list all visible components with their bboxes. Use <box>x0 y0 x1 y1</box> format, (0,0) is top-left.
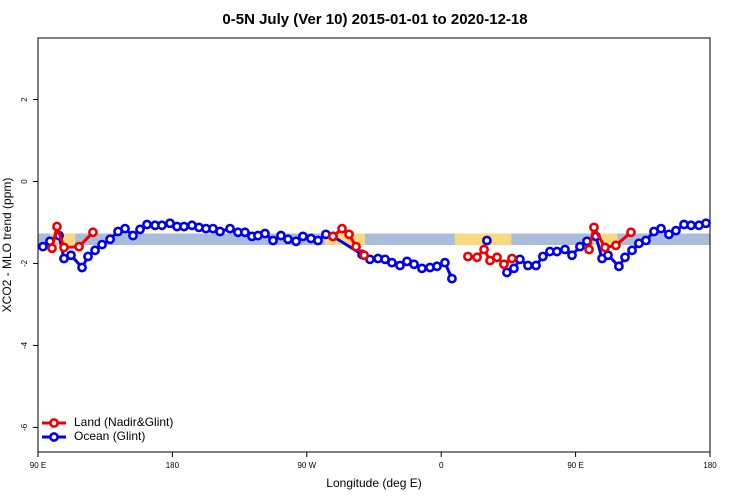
data-point <box>135 224 145 235</box>
data-point <box>499 259 509 270</box>
legend-label: Ocean (Glint) <box>74 429 145 443</box>
data-point <box>351 241 361 252</box>
data-point <box>514 254 525 265</box>
y-tick-label: 2 <box>20 97 29 102</box>
legend-marker <box>49 418 59 428</box>
x-tick-label: 180 <box>703 461 717 470</box>
legend-label: Land (Nadir&Glint) <box>74 415 173 429</box>
y-axis-label: XCO2 - MLO trend (ppm) <box>0 178 14 313</box>
data-point <box>409 259 419 270</box>
data-point <box>656 223 666 234</box>
data-point <box>38 241 48 252</box>
data-point <box>603 250 613 261</box>
data-point <box>328 231 338 242</box>
data-point <box>283 234 293 245</box>
data-point <box>481 235 492 246</box>
x-tick-label: 90 E <box>30 461 46 470</box>
x-tick-label: 180 <box>166 461 180 470</box>
data-point <box>260 228 270 239</box>
reference-band <box>38 233 710 245</box>
data-point <box>701 218 711 229</box>
y-tick-label: -4 <box>20 341 29 349</box>
data-point <box>472 252 482 263</box>
data-point <box>589 222 599 233</box>
data-point <box>83 251 93 262</box>
data-point <box>627 245 637 256</box>
x-tick-label: 0 <box>439 461 444 470</box>
y-tick-label: -6 <box>20 423 29 431</box>
data-point <box>142 219 152 230</box>
data-point <box>105 234 116 245</box>
data-point <box>157 220 167 231</box>
data-point <box>395 260 405 271</box>
data-point <box>614 261 624 272</box>
data-point <box>298 231 308 242</box>
data-point <box>337 223 347 234</box>
data-point <box>344 229 354 240</box>
data-point <box>387 257 397 268</box>
data-point <box>537 251 548 262</box>
data-point <box>552 246 562 257</box>
data-point <box>641 235 651 246</box>
chart-title: 0-5N July (Ver 10) 2015-01-01 to 2020-12… <box>222 11 527 28</box>
data-point <box>560 244 570 255</box>
data-point <box>575 241 585 252</box>
y-tick-label: 0 <box>20 179 29 184</box>
data-point <box>507 253 517 264</box>
land-patch <box>590 233 618 245</box>
data-point <box>59 242 69 253</box>
data-point <box>240 227 250 238</box>
data-point <box>128 230 138 241</box>
data-point <box>313 235 323 246</box>
data-point <box>509 263 519 274</box>
data-point <box>584 244 594 255</box>
data-point <box>502 267 512 278</box>
data-point <box>359 250 370 261</box>
data-point <box>47 243 57 254</box>
data-point <box>620 252 630 263</box>
data-point <box>664 229 674 240</box>
data-point <box>531 260 541 271</box>
data-point <box>66 250 76 261</box>
data-point <box>686 220 696 231</box>
data-point <box>447 273 457 284</box>
data-point <box>440 257 450 268</box>
data-point <box>671 225 681 236</box>
data-point <box>432 261 442 272</box>
data-point <box>626 227 636 238</box>
data-point <box>74 241 84 252</box>
data-point <box>120 223 130 234</box>
data-point <box>463 251 473 262</box>
x-tick-label: 90 W <box>297 461 316 470</box>
legend-marker <box>49 432 59 442</box>
data-point <box>215 226 225 237</box>
data-point <box>77 262 87 273</box>
data-point <box>492 252 502 263</box>
data-point <box>179 221 189 232</box>
data-point <box>52 221 62 232</box>
land-patch <box>324 233 366 245</box>
data-point <box>479 244 489 255</box>
data-point <box>268 235 278 246</box>
data-point <box>88 227 98 238</box>
x-axis-label: Longitude (deg E) <box>326 476 421 490</box>
data-point <box>276 230 286 241</box>
data-point <box>567 250 577 261</box>
data-point <box>523 260 533 271</box>
data-point <box>291 236 301 247</box>
y-tick-label: -2 <box>20 259 29 267</box>
data-point <box>225 223 235 234</box>
plot-frame <box>37 37 711 453</box>
data-point <box>90 245 100 256</box>
x-tick-label: 90 E <box>567 461 583 470</box>
data-point <box>417 263 427 274</box>
data-point <box>97 239 107 250</box>
data-point <box>611 240 621 251</box>
data-point <box>600 242 610 253</box>
